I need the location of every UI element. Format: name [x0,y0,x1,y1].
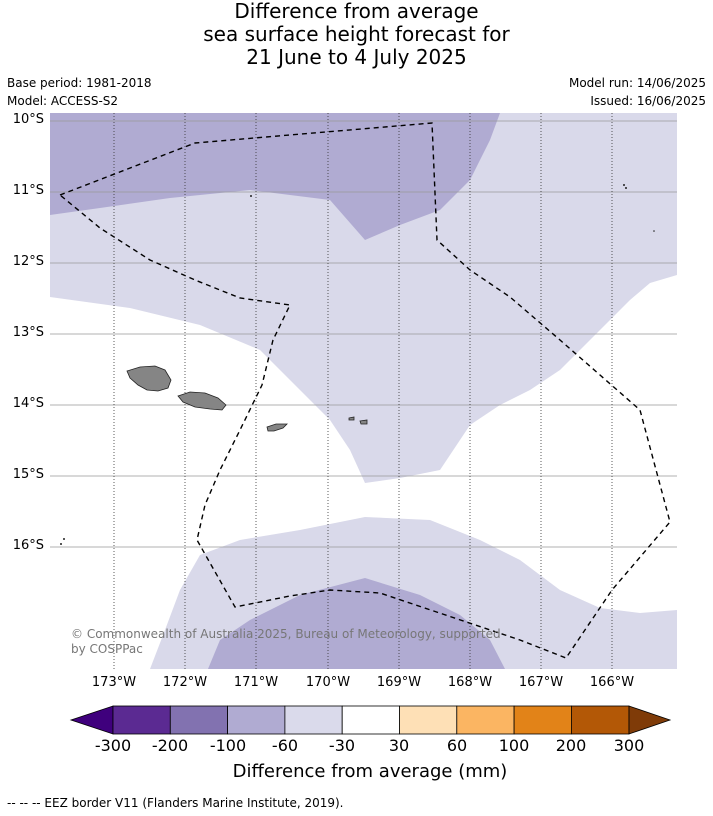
model-run-text: Model run: 14/06/2025 [568,76,706,90]
chart-title: Difference from average sea surface heig… [0,0,713,69]
lat-label-16s: 16°S [12,538,44,553]
small-islets [60,184,655,545]
colorbar-tick-4: -60 [271,736,299,755]
island-savaii [126,365,172,392]
lon-label-168w: 168°W [447,675,493,690]
lon-label-167w: 167°W [518,675,564,690]
meta-left: Base period: 1981-2018 Model: ACCESS-S2 [7,74,152,110]
map-area [50,113,677,669]
colorbar-tick-5: -30 [328,736,356,755]
colorbar-tick-10: 300 [613,736,645,755]
colorbar-extend-low [69,705,114,735]
title-line-1: Difference from average [234,0,479,23]
eez-border [58,122,671,659]
colorbar-label: Difference from average (mm) [232,761,508,782]
colorbar-tick-3: -100 [209,736,247,755]
base-period-text: Base period: 1981-2018 [7,76,152,90]
colorbar-segment-4 [284,705,343,735]
contour-light-north [50,113,677,483]
lon-label-172w: 172°W [162,675,208,690]
colorbar-tick-8: 100 [498,736,530,755]
contour-mid-north [50,113,500,240]
colorbar-tick-7: 60 [446,736,468,755]
title-line-2: sea surface height forecast for [203,22,510,46]
lon-label-171w: 171°W [233,675,279,690]
lon-label-170w: 170°W [305,675,351,690]
model-text: Model: ACCESS-S2 [7,94,119,108]
colorbar-segment-7 [456,705,515,735]
lat-label-14s: 14°S [12,396,44,411]
island-tutuila [266,423,288,432]
contour-mid-south [208,578,505,669]
lon-label-173w: 173°W [91,675,137,690]
colorbar-segment-6 [399,705,458,735]
issued-text: Issued: 16/06/2025 [590,94,706,108]
copyright-line-2: by COSPPac [71,642,143,656]
copyright-line-1: © Commonwealth of Australia 2025, Bureau… [71,627,501,641]
lat-label-10s: 10°S [12,112,44,127]
colorbar-segment-9 [571,705,630,735]
copyright-notice: © Commonwealth of Australia 2025, Bureau… [71,627,501,657]
colorbar-tick-1: -300 [94,736,132,755]
meta-right: Model run: 14/06/2025 Issued: 16/06/2025 [569,74,706,110]
colorbar-segment-8 [513,705,572,735]
land-samoa [126,365,368,432]
island-ofu [348,416,355,421]
title-line-3: 21 June to 4 July 2025 [246,45,467,69]
colorbar-segment-1 [112,705,171,735]
island-upolu [177,391,227,411]
lat-label-12s: 12°S [12,254,44,269]
colorbar-tick-6: 30 [388,736,410,755]
lat-label-11s: 11°S [12,183,44,198]
eez-legend: -- -- -- EEZ border V11 (Flanders Marine… [7,796,344,810]
colorbar-segment-5 [341,705,400,735]
colorbar-segment-2 [169,705,229,735]
colorbar-segment-3 [227,705,286,735]
colorbar-tick-2: -200 [151,736,189,755]
lat-label-15s: 15°S [12,467,44,482]
colorbar [69,705,672,735]
colorbar-tick-9: 200 [555,736,587,755]
lat-label-13s: 13°S [12,325,44,340]
island-tau [359,419,368,425]
lon-label-169w: 169°W [376,675,422,690]
colorbar-extend-high [628,705,672,735]
lon-label-166w: 166°W [589,675,635,690]
grid-lat [50,120,677,548]
